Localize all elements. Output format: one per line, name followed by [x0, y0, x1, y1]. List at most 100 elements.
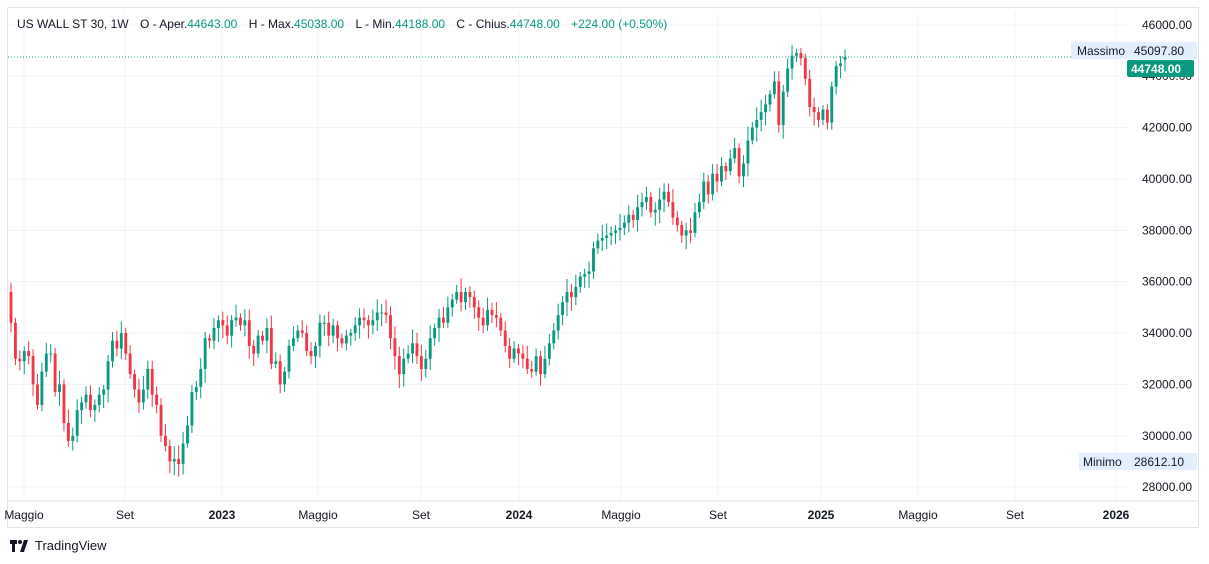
candle-body — [216, 320, 220, 328]
candle — [803, 53, 807, 86]
candle — [521, 345, 525, 369]
candle-body — [592, 248, 595, 272]
candle-body — [649, 196, 653, 213]
candle — [750, 122, 754, 145]
candle-body — [843, 56, 847, 60]
chart-frame[interactable] — [7, 7, 1199, 528]
candle-body — [261, 335, 264, 341]
candle — [772, 71, 776, 99]
candle — [830, 81, 834, 130]
candle-body — [159, 404, 163, 436]
candle — [658, 187, 662, 224]
chart-grid — [8, 12, 1127, 500]
candle-body — [318, 322, 322, 346]
candle-body — [384, 312, 388, 316]
candle — [375, 299, 379, 332]
candle-body — [640, 202, 644, 208]
candle — [578, 271, 582, 293]
candle-body — [728, 158, 732, 172]
candle-body — [755, 119, 759, 128]
candle — [786, 58, 790, 97]
candle-body — [684, 230, 688, 236]
candle-body — [772, 81, 776, 95]
candle-body — [547, 343, 551, 359]
price-tick-label: 40000.00 — [1142, 172, 1192, 186]
candle-body — [539, 356, 542, 375]
candle-body — [49, 353, 53, 355]
candle — [825, 104, 829, 130]
candle-body — [411, 343, 414, 354]
candle — [808, 69, 812, 117]
candle — [274, 352, 278, 369]
candle-body — [428, 338, 432, 359]
candle-body — [583, 273, 587, 277]
candle — [680, 220, 684, 243]
candle — [296, 324, 300, 343]
candle — [530, 360, 534, 378]
candle-body — [225, 325, 229, 336]
price-scale: 46000.0044000.0042000.0040000.0038000.00… — [1142, 18, 1192, 494]
candle — [31, 349, 35, 397]
legend-high-label: H - Max. — [248, 17, 295, 31]
candle-body — [358, 317, 362, 326]
candle-body — [433, 327, 437, 339]
candle — [821, 104, 825, 126]
candle-body — [689, 230, 692, 233]
candle-body — [380, 312, 384, 314]
candle — [428, 325, 432, 371]
candle-body — [494, 315, 498, 318]
candle — [649, 192, 653, 218]
candle — [216, 315, 220, 342]
candle — [636, 194, 640, 232]
candle — [565, 278, 569, 316]
candle-body — [481, 317, 485, 326]
candle-body — [124, 333, 128, 354]
candle-body — [66, 422, 70, 441]
time-tick-label: Set — [1006, 508, 1025, 522]
candle — [644, 186, 648, 210]
candle-body — [437, 317, 441, 328]
candle — [106, 355, 110, 403]
candle — [720, 157, 723, 187]
candle-body — [706, 181, 710, 195]
time-tick-label: Maggio — [298, 508, 338, 522]
candle-body — [830, 86, 834, 123]
candle — [481, 307, 485, 334]
candle — [181, 431, 185, 475]
candle-body — [803, 58, 807, 79]
candle — [331, 318, 335, 344]
candle — [203, 331, 207, 383]
low-badge: Minimo 28612.10 — [1079, 453, 1197, 470]
candle-body — [786, 68, 790, 92]
time-tick-label: Set — [116, 508, 135, 522]
candle — [472, 290, 476, 319]
candle-body — [799, 53, 803, 59]
candle-body — [746, 140, 750, 164]
candle-body — [742, 163, 745, 177]
candle — [733, 137, 737, 164]
tradingview-logo[interactable]: TradingView — [10, 538, 107, 553]
candle — [653, 202, 657, 226]
candle-body — [336, 325, 339, 339]
candle-body — [88, 394, 92, 411]
candle-body — [552, 330, 556, 344]
candle — [587, 261, 591, 288]
candle — [667, 183, 670, 207]
candle — [737, 143, 741, 184]
candle-body — [58, 384, 61, 393]
candle — [402, 348, 406, 387]
candle-body — [164, 435, 167, 447]
time-axis: Maggio Set 2023 Maggio Set 2024 Maggio Set 2025 M… — [4, 508, 1129, 522]
candle — [517, 343, 520, 366]
candle-body — [75, 410, 79, 436]
candle — [380, 303, 384, 327]
candle — [768, 90, 772, 112]
candle-body — [402, 358, 406, 375]
candle-body — [31, 356, 35, 385]
candle — [384, 299, 388, 324]
candle — [305, 325, 309, 357]
candle — [225, 315, 229, 345]
candle-body — [194, 386, 198, 393]
candle-body — [472, 297, 476, 308]
